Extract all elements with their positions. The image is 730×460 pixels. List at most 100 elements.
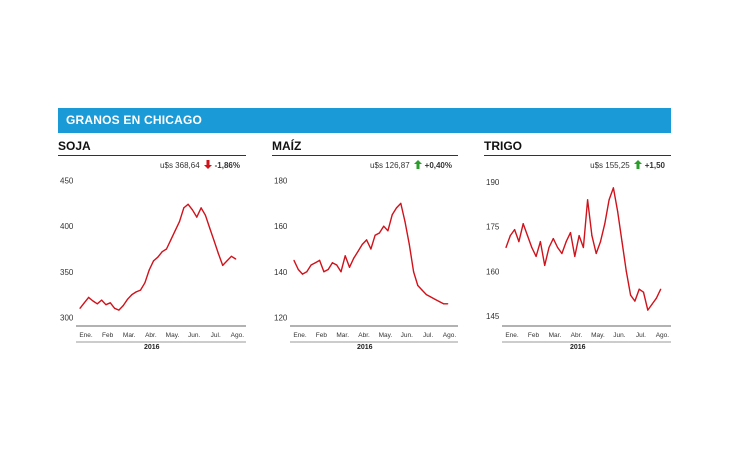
price-readout: u$s 126,87 +0,40% bbox=[370, 160, 452, 170]
chart-panel-soja: SOJA u$s 368,64 -1,86% 300 350 400 450 Ene. Feb M… bbox=[58, 136, 246, 356]
chart-panel-trigo: TRIGO u$s 155,25 +1,50 145 160 175 190 Ene. Feb M… bbox=[484, 136, 671, 356]
title-rule bbox=[58, 155, 246, 156]
data-point bbox=[327, 268, 329, 271]
data-point bbox=[400, 202, 402, 204]
x-tick-label: Mar. bbox=[123, 332, 136, 339]
data-point bbox=[331, 262, 333, 264]
data-point bbox=[582, 246, 584, 249]
data-point bbox=[374, 234, 376, 236]
data-point bbox=[178, 221, 181, 223]
chart-title: TRIGO bbox=[484, 139, 522, 153]
data-point bbox=[118, 309, 120, 311]
x-tick-label: Jul. bbox=[423, 332, 433, 339]
data-point bbox=[505, 246, 507, 249]
data-point bbox=[183, 207, 185, 209]
data-point bbox=[109, 302, 111, 304]
data-point bbox=[438, 300, 440, 303]
data-point bbox=[552, 238, 554, 240]
series-line bbox=[505, 187, 662, 311]
chart-title: SOJA bbox=[58, 139, 91, 153]
data-point bbox=[357, 250, 359, 252]
data-point bbox=[105, 304, 107, 306]
data-point bbox=[157, 256, 159, 258]
data-point bbox=[191, 209, 193, 211]
data-point bbox=[226, 260, 228, 262]
data-point bbox=[442, 303, 445, 305]
data-point bbox=[170, 239, 172, 241]
title-rule bbox=[484, 155, 671, 156]
x-tick-label: Abr. bbox=[145, 332, 157, 339]
x-tick-label: Jun. bbox=[401, 332, 413, 339]
x-tick-label: Abr. bbox=[358, 332, 370, 339]
data-point bbox=[587, 199, 589, 201]
chart-svg: 300 350 400 450 Ene. Feb Mar. Abr. May. Jun. Jul. A… bbox=[60, 177, 246, 343]
x-tick-label: Jul. bbox=[211, 332, 221, 339]
x-tick-label: Jun. bbox=[188, 332, 200, 339]
y-tick-label: 140 bbox=[274, 268, 288, 277]
data-point bbox=[569, 232, 572, 234]
data-point bbox=[301, 273, 304, 275]
x-tick-label: Feb bbox=[316, 332, 328, 339]
data-point bbox=[139, 289, 142, 291]
data-point bbox=[387, 230, 389, 232]
y-tick-label: 400 bbox=[60, 222, 74, 231]
y-tick-label: 190 bbox=[486, 178, 500, 187]
data-point bbox=[361, 243, 363, 245]
y-tick-label: 175 bbox=[486, 223, 500, 232]
data-point bbox=[319, 259, 321, 261]
chart-title: MAÍZ bbox=[272, 139, 302, 153]
price-readout: u$s 368,64 -1,86% bbox=[160, 160, 240, 170]
data-point bbox=[370, 248, 372, 250]
data-point bbox=[621, 241, 623, 243]
data-point bbox=[135, 291, 137, 293]
data-point bbox=[617, 211, 619, 213]
change-value: +1,50 bbox=[644, 161, 665, 170]
data-point bbox=[293, 259, 295, 261]
data-point bbox=[348, 266, 351, 268]
change-value: -1,86% bbox=[214, 161, 240, 170]
data-point bbox=[217, 253, 219, 255]
data-point bbox=[88, 296, 90, 298]
data-point bbox=[127, 298, 129, 300]
data-point bbox=[306, 271, 308, 273]
section-banner: GRANOS EN CHICAGO bbox=[58, 108, 671, 133]
data-point bbox=[421, 289, 423, 291]
data-point bbox=[366, 239, 368, 241]
data-point bbox=[314, 262, 316, 264]
data-point bbox=[630, 294, 632, 296]
data-point bbox=[148, 269, 150, 271]
title-rule bbox=[272, 155, 458, 156]
data-point bbox=[161, 251, 163, 253]
data-point bbox=[96, 303, 98, 305]
data-point bbox=[114, 307, 116, 309]
data-point bbox=[200, 207, 202, 209]
data-point bbox=[544, 264, 546, 266]
data-point bbox=[144, 282, 146, 284]
arrow-up-icon bbox=[633, 160, 642, 169]
data-point bbox=[391, 214, 393, 216]
x-tick-label: Feb bbox=[102, 332, 114, 339]
data-point bbox=[196, 216, 198, 218]
data-point bbox=[604, 223, 606, 225]
data-point bbox=[557, 246, 559, 249]
x-tick-label: Jul. bbox=[636, 332, 646, 339]
series-line bbox=[293, 202, 448, 305]
data-point bbox=[122, 305, 124, 307]
data-point bbox=[591, 235, 593, 237]
data-point bbox=[79, 307, 81, 309]
x-tick-label: May. bbox=[591, 332, 605, 339]
data-point bbox=[204, 214, 206, 216]
data-point bbox=[518, 241, 520, 243]
data-point bbox=[297, 268, 299, 271]
chart-svg: 120 140 160 180 Ene. Feb Mar. Abr. May. Jun. Jul. A… bbox=[274, 177, 458, 343]
y-tick-label: 160 bbox=[486, 267, 500, 276]
year-label: 2016 bbox=[570, 344, 586, 351]
chart-panel-maiz: MAÍZ u$s 126,87 +0,40% 120 140 160 180 Ene. Feb M… bbox=[272, 136, 458, 356]
y-tick-label: 120 bbox=[274, 313, 288, 322]
data-point bbox=[344, 255, 346, 257]
price-value: u$s 155,25 bbox=[590, 161, 630, 170]
data-point bbox=[430, 296, 432, 298]
data-point bbox=[413, 271, 415, 273]
data-point bbox=[561, 252, 563, 255]
price-value: u$s 368,64 bbox=[160, 161, 200, 170]
